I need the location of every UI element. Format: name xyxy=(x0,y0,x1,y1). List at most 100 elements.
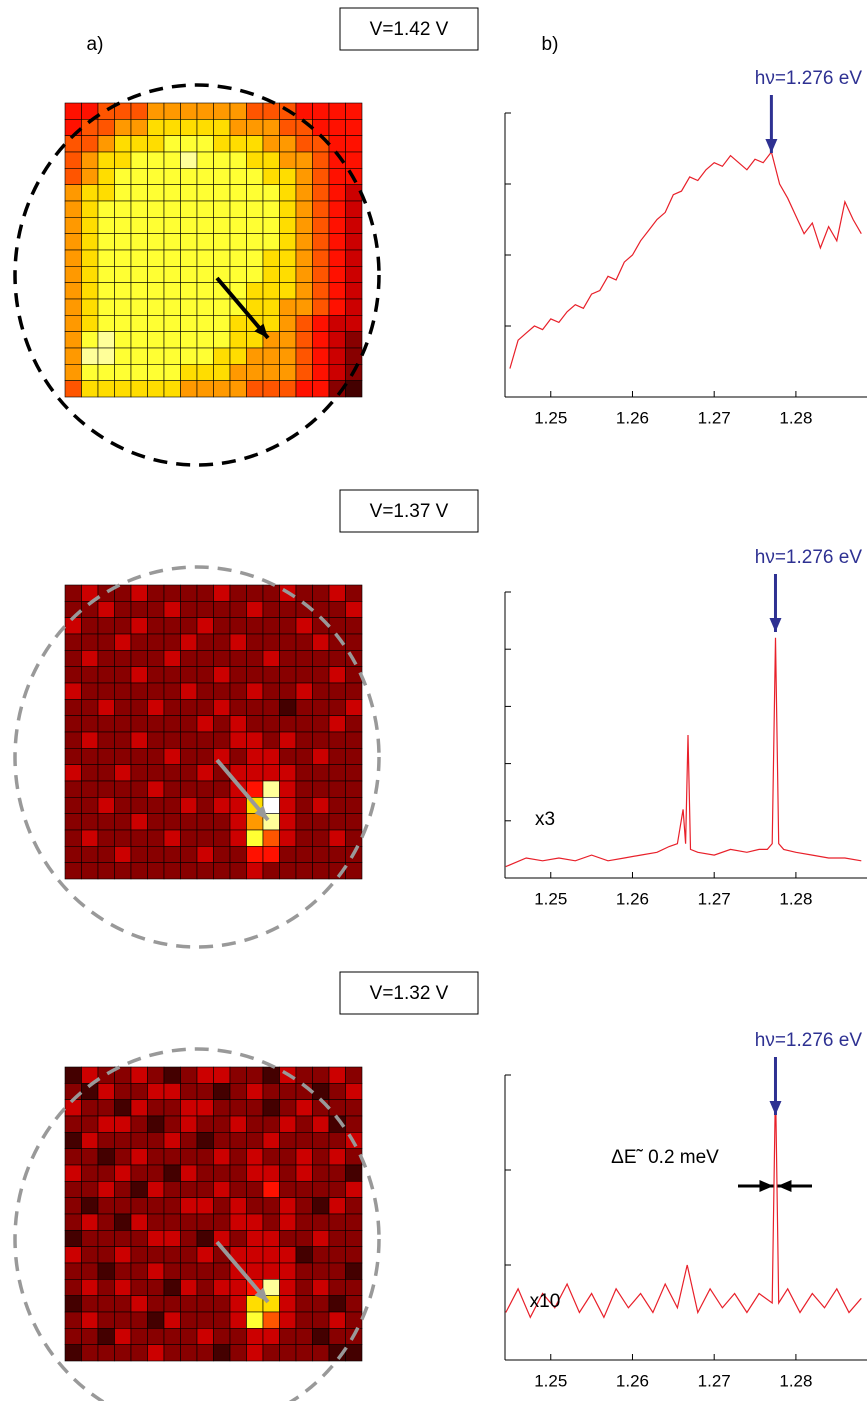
heatmap-cell xyxy=(295,1230,313,1247)
heatmap-cell xyxy=(180,829,198,847)
heatmap-cell xyxy=(213,1164,231,1182)
heatmap-cell xyxy=(163,266,181,283)
heatmap-cell xyxy=(312,233,330,251)
heatmap-cell xyxy=(345,617,363,635)
heatmap-cell xyxy=(246,282,264,300)
heatmap-cell xyxy=(312,682,330,700)
heatmap-cell xyxy=(196,1164,214,1182)
x-tick-label: 1.25 xyxy=(534,1371,567,1390)
heatmap-cell xyxy=(312,151,330,169)
heatmap-cell xyxy=(180,168,198,185)
heatmap-cell xyxy=(345,266,363,283)
heatmap-cell xyxy=(180,1344,198,1362)
heatmap-cell xyxy=(196,1328,214,1345)
heatmap-cell xyxy=(328,617,346,635)
heatmap-cell xyxy=(312,666,330,684)
heatmap-cell xyxy=(130,282,148,300)
heatmap-cell xyxy=(97,1083,115,1100)
heatmap-cell xyxy=(328,135,346,153)
heatmap-cell xyxy=(246,1083,264,1100)
heatmap-cell xyxy=(97,298,115,316)
heatmap-cell xyxy=(213,584,231,602)
energy-annotation: hν=1.276 eV xyxy=(755,547,863,568)
heatmap-cell xyxy=(130,1344,148,1362)
heatmap-cell xyxy=(213,682,231,700)
heatmap-cell xyxy=(213,102,231,120)
heatmap-cell xyxy=(262,233,280,251)
heatmap-cell xyxy=(130,764,148,782)
heatmap-cell xyxy=(130,168,148,185)
heatmap-cell xyxy=(213,780,231,798)
heatmap-cell xyxy=(81,1099,99,1117)
heatmap-cell xyxy=(213,633,231,651)
heatmap-cell xyxy=(64,1181,82,1198)
heatmap-cell xyxy=(213,1279,231,1296)
heatmap-cell xyxy=(312,748,330,765)
heatmap-cell xyxy=(295,1148,313,1166)
heatmap-cell xyxy=(328,1066,346,1084)
heatmap-cell xyxy=(196,217,214,234)
heatmap-cell xyxy=(345,748,363,765)
heatmap-cell xyxy=(279,249,297,267)
heatmap-cell xyxy=(246,764,264,782)
heatmap-cell xyxy=(64,699,82,716)
heatmap-cell xyxy=(295,797,313,814)
heatmap-cell xyxy=(81,151,99,169)
heatmap-cell xyxy=(97,282,115,300)
heatmap-cell xyxy=(196,862,214,880)
heatmap-cell xyxy=(180,1148,198,1166)
heatmap-cell xyxy=(345,633,363,651)
heatmap-cell xyxy=(312,797,330,814)
heatmap-cell xyxy=(229,233,247,251)
heatmap-cell xyxy=(312,168,330,185)
heatmap-cell xyxy=(312,1311,330,1329)
heatmap-cell xyxy=(64,1148,82,1166)
heatmap-cell xyxy=(328,1181,346,1198)
heatmap-cell xyxy=(64,633,82,651)
heatmap-cell xyxy=(229,731,247,749)
heatmap-cell xyxy=(262,1311,280,1329)
heatmap-cell xyxy=(196,119,214,136)
heatmap-cell xyxy=(213,347,231,365)
heatmap-cell xyxy=(196,748,214,765)
heatmap-cell xyxy=(147,1311,165,1329)
heatmap-cell xyxy=(262,633,280,651)
heatmap-cell xyxy=(81,715,99,733)
heatmap-cell xyxy=(163,1132,181,1149)
heatmap-cell xyxy=(262,184,280,202)
heatmap-cell xyxy=(246,1066,264,1084)
heatmap-cell xyxy=(64,315,82,332)
heatmap-cell xyxy=(147,682,165,700)
heatmap-cell xyxy=(262,249,280,267)
heatmap-cell xyxy=(295,764,313,782)
heatmap-cell xyxy=(345,1246,363,1264)
heatmap-cell xyxy=(345,797,363,814)
heatmap-cell xyxy=(229,797,247,814)
heatmap-cell xyxy=(81,813,99,831)
heatmap-cell xyxy=(229,266,247,283)
heatmap-cell xyxy=(229,715,247,733)
heatmap-cell xyxy=(163,780,181,798)
heatmap-cell xyxy=(147,298,165,316)
heatmap-cell xyxy=(295,1295,313,1313)
heatmap-cell xyxy=(345,119,363,136)
heatmap-cell xyxy=(81,1181,99,1198)
heatmap-cell xyxy=(345,1311,363,1329)
heatmap-cell xyxy=(262,797,280,814)
heatmap-cell xyxy=(180,135,198,153)
voltage-label: V=1.32 V xyxy=(370,983,449,1004)
dashed-circle xyxy=(13,1047,381,1401)
heatmap-cell xyxy=(312,715,330,733)
heatmap-cell xyxy=(130,315,148,332)
heatmap-cell xyxy=(345,715,363,733)
heatmap-cell xyxy=(147,151,165,169)
heatmap-cell xyxy=(130,1148,148,1166)
heatmap-cell xyxy=(229,1066,247,1084)
heatmap-cell xyxy=(81,1230,99,1247)
heatmap-cell xyxy=(130,813,148,831)
heatmap-cell xyxy=(81,184,99,202)
heatmap-cell xyxy=(328,347,346,365)
heatmap-cell xyxy=(130,233,148,251)
heatmap-cell xyxy=(97,233,115,251)
heatmap-cell xyxy=(81,364,99,381)
